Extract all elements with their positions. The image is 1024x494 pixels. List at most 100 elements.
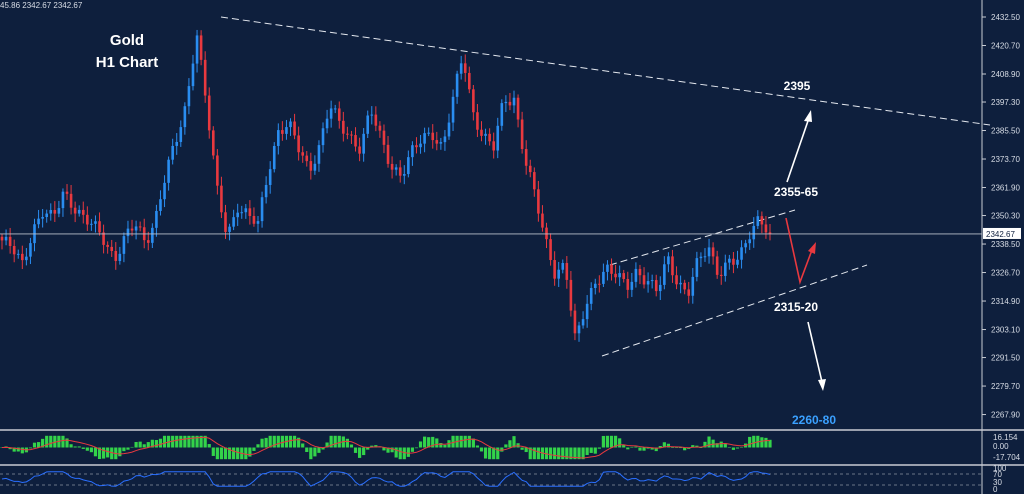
- macd-bar: [597, 447, 601, 449]
- candle-body: [350, 134, 353, 136]
- candle-body: [207, 95, 211, 131]
- candle-body: [565, 263, 569, 280]
- candle-body: [122, 236, 126, 254]
- candle-body: [199, 35, 203, 60]
- macd-bar: [390, 447, 394, 453]
- macd-bar: [370, 445, 374, 448]
- macd-bar: [126, 447, 130, 450]
- macd-bar: [577, 447, 581, 460]
- channel-upper-line: [609, 209, 796, 266]
- macd-bar: [593, 447, 597, 454]
- macd-bar: [642, 447, 646, 451]
- macd-bar: [703, 441, 707, 448]
- macd-bar: [423, 436, 427, 448]
- macd-bar: [427, 437, 431, 448]
- macd-bar: [81, 447, 85, 449]
- macd-bar: [467, 435, 471, 448]
- macd-bar: [130, 446, 134, 448]
- macd-bar: [0, 447, 4, 448]
- candle-body: [146, 240, 150, 243]
- macd-bar: [89, 447, 93, 453]
- macd-bar: [219, 447, 224, 460]
- macd-bar: [557, 447, 561, 460]
- macd-bar: [654, 447, 658, 452]
- macd-bar: [398, 447, 402, 460]
- macd-bar: [110, 447, 114, 460]
- candle-body: [4, 236, 8, 241]
- macd-bar: [548, 447, 553, 460]
- candle-body: [687, 289, 691, 296]
- macd-bar: [195, 435, 199, 448]
- macd-bar: [162, 435, 167, 448]
- rsi-tick-70: 70: [993, 470, 1002, 479]
- candle-body: [321, 128, 325, 146]
- candle-body: [589, 287, 593, 304]
- candle-body: [346, 133, 349, 135]
- candle-body: [86, 214, 89, 225]
- candle-body: [626, 278, 630, 290]
- macd-bar: [248, 447, 252, 457]
- macd-bar: [20, 447, 24, 454]
- candle-body: [179, 127, 183, 142]
- candle-body: [561, 263, 565, 270]
- candle-body: [382, 130, 386, 145]
- candle-body: [728, 258, 731, 263]
- candle-body: [760, 216, 764, 225]
- candle-body: [748, 239, 751, 244]
- candle-body: [719, 274, 723, 276]
- candle-body: [293, 121, 296, 136]
- arrowhead-down-to-2260-80: [818, 379, 826, 391]
- macd-bar: [731, 447, 736, 450]
- macd-bar: [496, 447, 500, 460]
- macd-bar: [199, 435, 203, 448]
- candle-body: [520, 119, 524, 150]
- candle-body: [577, 325, 581, 334]
- macd-bar: [727, 447, 731, 448]
- candle-body: [484, 133, 487, 136]
- macd-bar: [679, 447, 683, 449]
- macd-bar: [215, 447, 219, 460]
- candle-body: [439, 142, 443, 144]
- candle-body: [337, 108, 341, 121]
- macd-bar: [674, 447, 679, 448]
- ohlc-readout: 45.86 2342.67 2342.67: [0, 1, 83, 10]
- candle-body: [102, 232, 105, 245]
- macd-bar: [138, 441, 142, 448]
- macd-bar: [260, 438, 264, 448]
- candle-body: [151, 227, 154, 243]
- candle-body: [488, 133, 491, 142]
- price-tick-label: 2361.90: [991, 184, 1020, 193]
- candle-body: [736, 259, 739, 265]
- macd-bar: [662, 442, 666, 448]
- macd-bar: [707, 436, 711, 448]
- macd-bar: [223, 447, 228, 460]
- candle-body: [472, 89, 475, 113]
- price-tick-label: 2303.10: [991, 326, 1020, 335]
- macd-bar: [650, 447, 654, 450]
- candle-body: [354, 135, 357, 147]
- candle-body: [707, 247, 711, 257]
- macd-bar: [244, 447, 248, 460]
- macd-bar: [93, 447, 98, 457]
- candle-body: [744, 243, 747, 248]
- candle-body: [16, 253, 20, 255]
- macd-bar: [601, 435, 605, 448]
- candle-body: [191, 63, 195, 87]
- candle-body: [614, 273, 617, 278]
- macd-bar: [573, 447, 577, 460]
- arrowhead-up-to-2395: [804, 110, 812, 122]
- rsi-tick-30: 30: [993, 478, 1002, 487]
- macd-bar: [483, 447, 488, 459]
- candle-body: [447, 122, 451, 137]
- rsi-pane: [0, 471, 982, 487]
- macd-bar: [723, 443, 727, 448]
- macd-bar: [232, 447, 236, 460]
- macd-bar: [528, 447, 532, 460]
- candle-body: [256, 221, 260, 224]
- candle-body: [159, 199, 162, 211]
- candle-body: [528, 165, 532, 173]
- candle-body: [545, 227, 548, 240]
- candle-body: [752, 225, 756, 240]
- macd-bar: [65, 438, 69, 448]
- candle-body: [480, 129, 483, 136]
